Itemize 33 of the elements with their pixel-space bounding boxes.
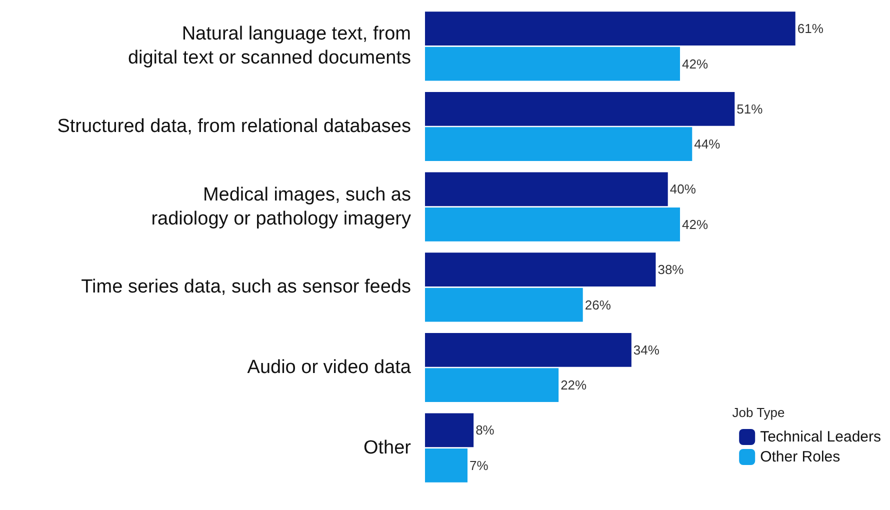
data-label: 42% — [682, 56, 708, 72]
bar — [425, 127, 692, 162]
data-label: 22% — [560, 378, 588, 393]
data-label: 40% — [670, 182, 696, 197]
bar — [425, 92, 735, 126]
bar — [425, 368, 559, 402]
data-label: 8% — [476, 422, 495, 438]
y-tick-label: Structured data, from relational databases — [57, 116, 411, 137]
bar — [425, 332, 632, 367]
bar — [425, 172, 668, 206]
data-label: 38% — [658, 262, 684, 278]
legend-label: Technical Leaders — [760, 428, 882, 446]
data-label: 51% — [736, 101, 764, 116]
data-label: 42% — [682, 216, 708, 232]
data-label: 34% — [633, 342, 660, 358]
legend-label: Other Roles — [760, 448, 840, 466]
y-tick-label: Audio or video data — [247, 357, 412, 378]
bar — [425, 208, 680, 242]
data-label: 44% — [694, 136, 721, 152]
y-tick-label: Other — [363, 437, 412, 458]
data-label: 7% — [470, 458, 489, 473]
bar — [425, 413, 474, 448]
data-label: 61% — [797, 21, 824, 36]
bar — [425, 252, 656, 286]
data-label: 26% — [584, 297, 612, 312]
bar — [425, 46, 680, 81]
bar — [425, 288, 583, 322]
y-tick-label: Time series data, such as sensor feeds — [81, 276, 411, 298]
y-tick-label: Medical images, such as radiology or pathology imagery — [151, 184, 412, 230]
bar — [425, 448, 468, 482]
y-tick-label: Natural language text, from digital text or scanned documents — [128, 24, 411, 69]
legend-title: Job Type — [732, 405, 785, 420]
bar — [425, 12, 796, 46]
